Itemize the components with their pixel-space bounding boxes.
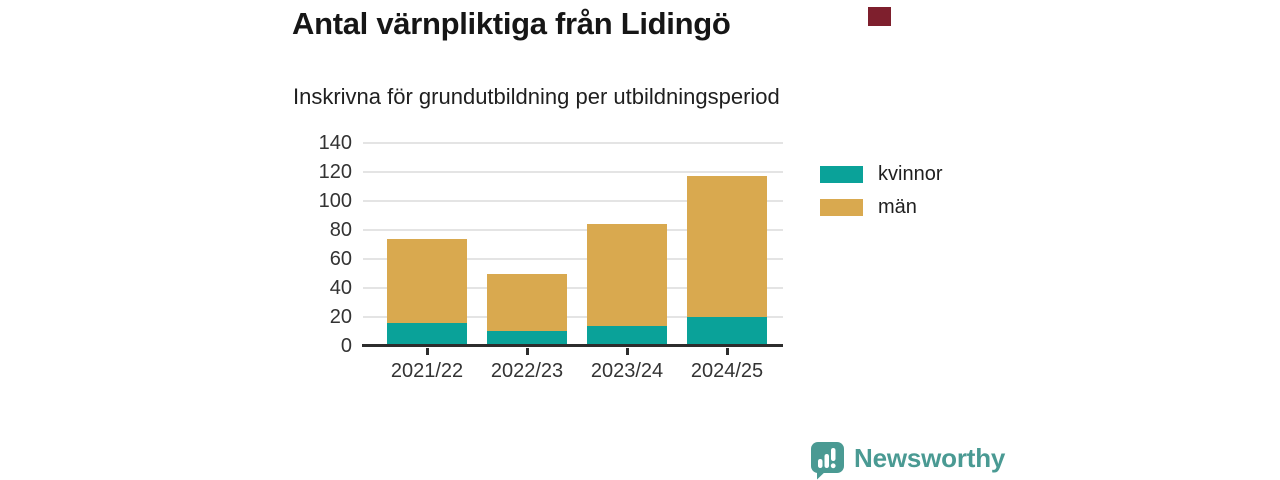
chart-legend: kvinnor män — [820, 164, 942, 230]
bar-segment-män-2023/24 — [587, 224, 667, 326]
bar-segment-kvinnor-2023/24 — [587, 326, 667, 346]
gridline-y-80 — [363, 229, 783, 231]
y-axis-tick-label: 20 — [329, 306, 352, 328]
gridline-y-20 — [363, 316, 783, 318]
gridline-y-60 — [363, 258, 783, 260]
bar-segment-män-2024/25 — [687, 176, 767, 317]
legend-swatch-män — [820, 198, 863, 216]
legend-swatch-kvinnor — [820, 165, 863, 183]
bar-segment-män-2021/22 — [387, 239, 467, 323]
gridline-y-40 — [363, 287, 783, 289]
bar-segment-män-2022/23 — [487, 274, 567, 331]
x-axis-label-2021/22: 2021/22 — [390, 360, 464, 382]
x-axis-label-2024/25: 2024/25 — [690, 360, 764, 382]
x-axis-label-2022/23: 2022/23 — [490, 360, 564, 382]
x-axis-tick-2021/22 — [426, 348, 429, 355]
y-axis-tick-label: 60 — [329, 248, 352, 270]
gridline-y-120 — [363, 171, 783, 173]
page-title: Antal värnpliktiga från Lidingö — [292, 6, 731, 41]
newsworthy-logo-icon — [811, 442, 844, 480]
x-axis-tick-2023/24 — [626, 348, 629, 355]
gridline-y-140 — [363, 142, 783, 144]
bar-segment-kvinnor-2022/23 — [487, 331, 567, 346]
gridline-y-100 — [363, 200, 783, 202]
y-axis-tick-label: 0 — [340, 335, 352, 357]
legend-row-kvinnor: kvinnor — [820, 164, 942, 184]
legend-row-män: män — [820, 197, 942, 217]
y-axis-tick-label: 120 — [318, 161, 352, 183]
y-axis-tick-label: 40 — [329, 277, 352, 299]
chart-subtitle: Inskrivna för grundutbildning per utbild… — [293, 84, 780, 109]
bar-segment-kvinnor-2021/22 — [387, 323, 467, 346]
y-axis-tick-label: 80 — [329, 219, 352, 241]
red-marker-square — [868, 7, 891, 26]
y-axis-tick-label: 100 — [318, 190, 352, 212]
x-axis-tick-2022/23 — [526, 348, 529, 355]
x-axis-label-2023/24: 2023/24 — [590, 360, 664, 382]
x-axis-line — [362, 344, 783, 347]
bar-segment-kvinnor-2024/25 — [687, 317, 767, 346]
newsworthy-wordmark: Newsworthy — [854, 443, 1006, 473]
legend-label: män — [878, 196, 917, 218]
newsworthy-branding: Newsworthy — [810, 441, 1005, 480]
y-axis-tick-label: 140 — [318, 132, 352, 154]
x-axis-tick-2024/25 — [726, 348, 729, 355]
legend-label: kvinnor — [878, 163, 943, 185]
